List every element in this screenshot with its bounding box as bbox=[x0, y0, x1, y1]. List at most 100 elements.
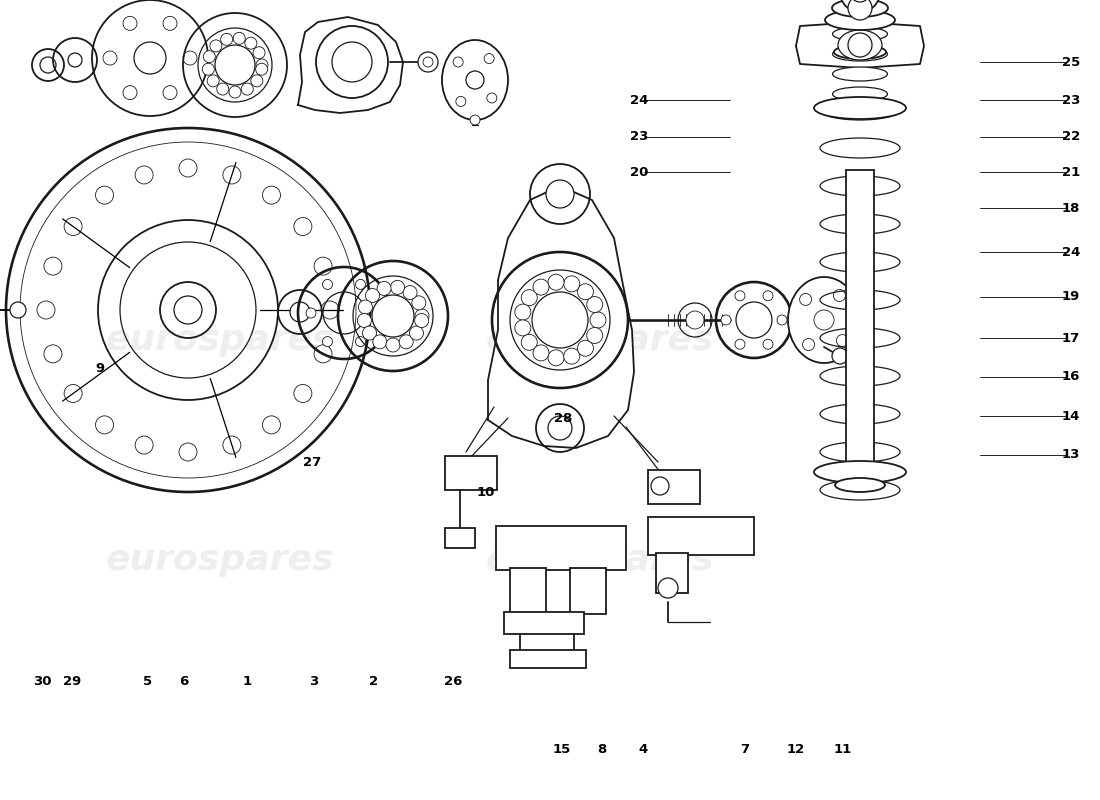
Circle shape bbox=[64, 218, 82, 235]
Circle shape bbox=[777, 315, 786, 325]
Text: 29: 29 bbox=[63, 675, 81, 688]
Circle shape bbox=[358, 314, 372, 327]
Circle shape bbox=[263, 186, 280, 204]
Circle shape bbox=[403, 286, 417, 299]
Circle shape bbox=[586, 297, 603, 313]
Circle shape bbox=[163, 86, 177, 100]
Bar bbox=[510, 650, 586, 668]
Bar bbox=[570, 568, 606, 614]
Circle shape bbox=[233, 32, 245, 44]
Circle shape bbox=[217, 83, 229, 95]
Circle shape bbox=[306, 308, 316, 318]
Circle shape bbox=[548, 274, 564, 290]
Circle shape bbox=[814, 310, 834, 330]
Text: 13: 13 bbox=[1062, 449, 1080, 462]
Circle shape bbox=[800, 294, 812, 306]
Circle shape bbox=[202, 63, 215, 75]
Circle shape bbox=[534, 345, 549, 361]
Circle shape bbox=[37, 301, 55, 319]
Text: 7: 7 bbox=[740, 743, 749, 756]
Text: 20: 20 bbox=[630, 166, 648, 178]
Circle shape bbox=[390, 280, 405, 294]
Circle shape bbox=[466, 71, 484, 89]
Text: 4: 4 bbox=[638, 743, 648, 756]
Circle shape bbox=[470, 115, 480, 125]
Circle shape bbox=[363, 326, 376, 340]
Text: 27: 27 bbox=[302, 455, 321, 469]
Text: 10: 10 bbox=[476, 486, 495, 498]
Text: 16: 16 bbox=[1062, 370, 1080, 383]
Circle shape bbox=[183, 51, 197, 65]
Circle shape bbox=[418, 52, 438, 72]
Circle shape bbox=[521, 290, 537, 306]
Circle shape bbox=[123, 86, 138, 100]
Circle shape bbox=[377, 282, 390, 295]
Circle shape bbox=[836, 334, 848, 346]
Circle shape bbox=[134, 42, 166, 74]
Circle shape bbox=[735, 290, 745, 301]
Text: 6: 6 bbox=[179, 675, 188, 688]
Circle shape bbox=[355, 337, 365, 346]
Text: 5: 5 bbox=[143, 675, 153, 688]
Bar bbox=[846, 170, 874, 470]
Circle shape bbox=[590, 312, 606, 328]
Circle shape bbox=[44, 257, 62, 275]
Text: 19: 19 bbox=[1062, 290, 1080, 303]
Circle shape bbox=[548, 350, 564, 366]
Circle shape bbox=[207, 75, 219, 87]
Circle shape bbox=[563, 276, 580, 292]
Circle shape bbox=[365, 289, 380, 302]
Circle shape bbox=[359, 300, 373, 314]
Circle shape bbox=[372, 295, 414, 337]
Circle shape bbox=[64, 385, 82, 402]
Bar bbox=[510, 568, 546, 614]
Circle shape bbox=[204, 50, 216, 62]
Circle shape bbox=[487, 93, 497, 103]
Text: 1: 1 bbox=[242, 675, 252, 688]
Text: 24: 24 bbox=[1062, 246, 1080, 258]
Circle shape bbox=[521, 334, 537, 350]
Circle shape bbox=[290, 302, 310, 322]
Circle shape bbox=[720, 315, 732, 325]
Circle shape bbox=[453, 57, 463, 67]
Ellipse shape bbox=[442, 40, 508, 120]
Circle shape bbox=[179, 159, 197, 177]
Circle shape bbox=[96, 186, 113, 204]
Text: eurospares: eurospares bbox=[486, 323, 714, 357]
Ellipse shape bbox=[838, 30, 882, 60]
Circle shape bbox=[263, 416, 280, 434]
Ellipse shape bbox=[832, 0, 888, 17]
Ellipse shape bbox=[814, 97, 906, 119]
Circle shape bbox=[174, 296, 202, 324]
Circle shape bbox=[210, 40, 222, 52]
Text: 17: 17 bbox=[1062, 331, 1080, 345]
Circle shape bbox=[515, 320, 531, 336]
Text: 2: 2 bbox=[370, 675, 378, 688]
Circle shape bbox=[651, 477, 669, 495]
Circle shape bbox=[322, 279, 332, 290]
Circle shape bbox=[578, 340, 593, 356]
Circle shape bbox=[546, 180, 574, 208]
Circle shape bbox=[256, 59, 268, 71]
Circle shape bbox=[68, 53, 82, 67]
Text: 21: 21 bbox=[1062, 166, 1080, 178]
Circle shape bbox=[848, 0, 872, 20]
Circle shape bbox=[251, 75, 263, 87]
Text: eurospares: eurospares bbox=[106, 543, 334, 577]
Circle shape bbox=[96, 416, 113, 434]
Bar bbox=[504, 612, 584, 634]
Circle shape bbox=[735, 339, 745, 350]
Circle shape bbox=[355, 279, 365, 290]
Circle shape bbox=[322, 337, 332, 346]
Circle shape bbox=[763, 290, 773, 301]
Circle shape bbox=[294, 218, 312, 235]
Circle shape bbox=[44, 345, 62, 363]
Circle shape bbox=[411, 296, 426, 310]
Polygon shape bbox=[796, 22, 924, 68]
Text: 24: 24 bbox=[630, 94, 648, 106]
Circle shape bbox=[135, 166, 153, 184]
Ellipse shape bbox=[835, 478, 886, 492]
Ellipse shape bbox=[834, 45, 886, 59]
Circle shape bbox=[424, 57, 433, 67]
Circle shape bbox=[534, 279, 549, 295]
